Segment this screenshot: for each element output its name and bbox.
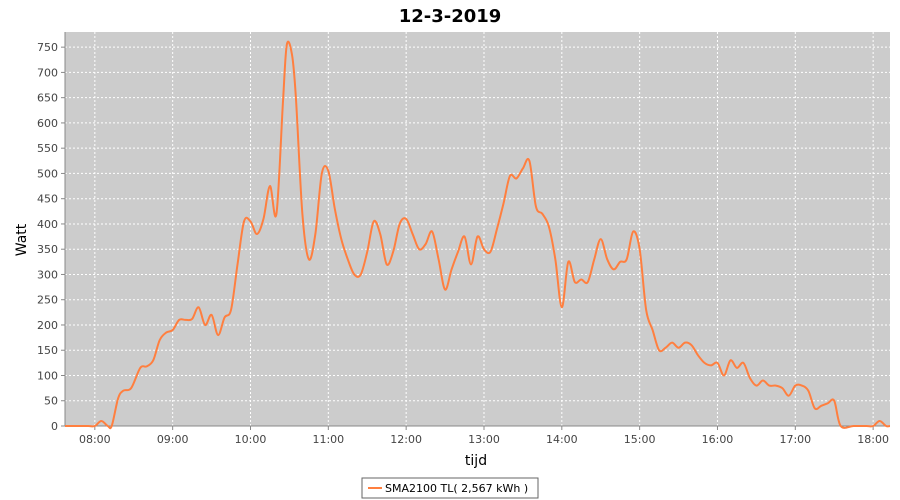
y-tick-label: 650 <box>37 92 58 105</box>
y-tick-label: 250 <box>37 294 58 307</box>
chart-title: 12-3-2019 <box>399 6 502 27</box>
legend-box <box>361 477 539 499</box>
y-axis-label: Watt <box>14 223 30 256</box>
y-tick-label: 500 <box>37 167 58 180</box>
x-tick-label: 12:00 <box>390 433 422 446</box>
y-tick-label: 450 <box>37 193 58 206</box>
y-tick-label: 700 <box>37 66 58 79</box>
x-tick-label: 18:00 <box>857 433 889 446</box>
x-tick-label: 10:00 <box>235 433 267 446</box>
grid <box>65 32 890 427</box>
x-tick-label: 15:00 <box>624 433 656 446</box>
x-tick-label: 11:00 <box>312 433 344 446</box>
y-tick-label: 350 <box>37 243 58 256</box>
x-tick-label: 16:00 <box>702 433 734 446</box>
legend: SMA2100 TL( 2,567 kWh ) <box>361 477 539 499</box>
y-tick-label: 50 <box>44 395 58 408</box>
y-tick-label: 600 <box>37 117 58 130</box>
plot-area <box>65 32 890 426</box>
x-tick-label: 13:00 <box>468 433 500 446</box>
y-tick-label: 200 <box>37 319 58 332</box>
y-tick-label: 150 <box>37 344 58 357</box>
x-tick-label: 09:00 <box>157 433 189 446</box>
x-tick-label: 17:00 <box>779 433 811 446</box>
y-axis-ticks: 0 50 100 150 200 250 300 350 400 450 500 550 600 650 7… <box>37 41 65 433</box>
y-tick-label: 100 <box>37 369 58 382</box>
y-tick-label: 750 <box>37 41 58 54</box>
y-tick-label: 550 <box>37 142 58 155</box>
y-tick-label: 400 <box>37 218 58 231</box>
x-tick-label: 14:00 <box>546 433 578 446</box>
x-axis-ticks: 08:00 09:00 10:00 11:00 12:00 13:00 14:00 15:00… <box>79 426 889 446</box>
x-tick-label: 08:00 <box>79 433 111 446</box>
series-line <box>65 40 891 430</box>
legend-entry: SMA2100 TL( 2,567 kWh ) <box>385 482 528 495</box>
x-axis-label: tijd <box>465 453 487 469</box>
series-layer <box>65 40 891 430</box>
y-tick-label: 0 <box>51 420 58 433</box>
y-tick-label: 300 <box>37 268 58 281</box>
